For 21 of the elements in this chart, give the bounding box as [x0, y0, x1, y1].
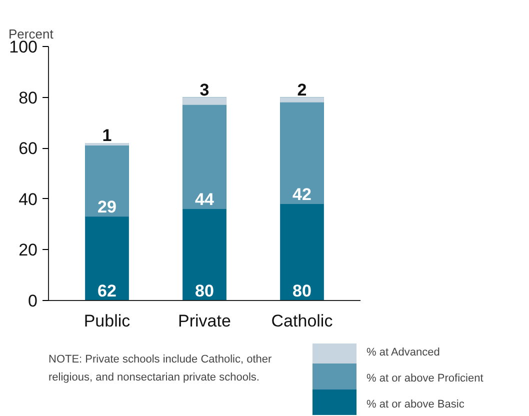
x-tick-label: Public	[84, 312, 131, 330]
legend-label: % at or above Basic	[366, 398, 465, 410]
legend-label: % at Advanced	[366, 346, 440, 358]
legend-label: % at or above Proficient	[366, 372, 484, 384]
x-tick-label: Catholic	[271, 312, 334, 330]
y-tick-label: 40	[18, 190, 38, 209]
data-label: 80	[292, 282, 312, 300]
data-label: 2	[297, 80, 307, 100]
data-label: 44	[195, 190, 214, 210]
y-tick-label: 0	[28, 292, 38, 310]
x-tick-label: Private	[178, 312, 231, 330]
data-label: 80	[195, 282, 214, 300]
y-tick-label: 80	[18, 88, 38, 108]
y-tick-label: 60	[18, 139, 38, 158]
y-tick-label: 20	[18, 240, 38, 260]
data-label: 42	[292, 184, 312, 204]
data-label: 3	[200, 80, 210, 100]
text: NOTE: Private schools include Catholic, other religious, and nonsectarian private schools.	[48, 354, 272, 384]
data-label: 62	[98, 282, 116, 300]
data-label: 1	[102, 126, 112, 146]
data-label: 29	[98, 198, 116, 217]
